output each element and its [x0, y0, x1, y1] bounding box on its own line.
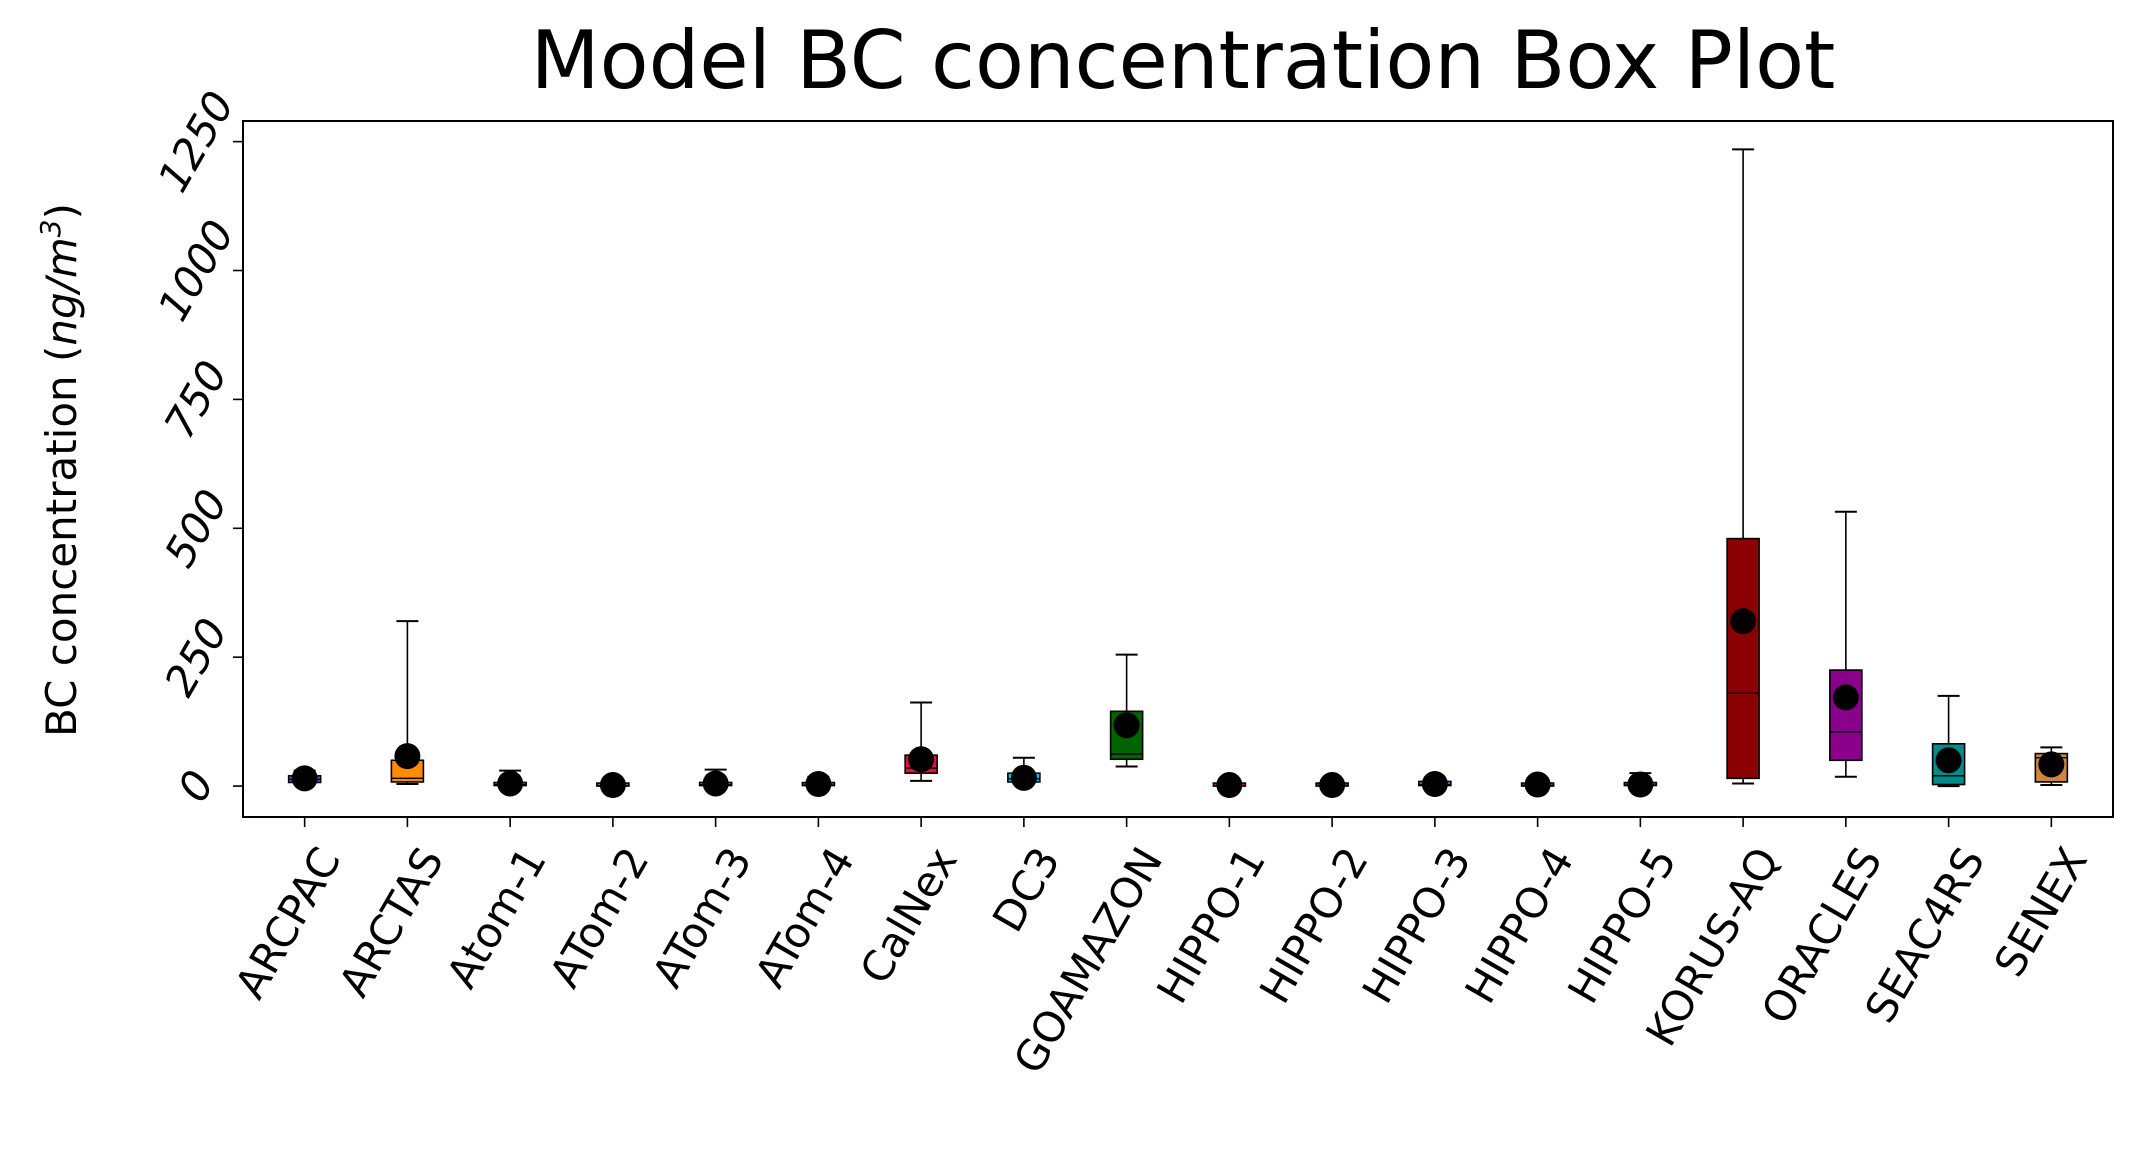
mean-marker	[394, 743, 421, 770]
mean-marker	[1730, 608, 1757, 635]
chart-title: Model BC concentration Box Plot	[531, 14, 1836, 107]
mean-marker	[497, 770, 524, 797]
mean-marker	[2038, 751, 2065, 778]
box-group-atom-4	[801, 771, 836, 798]
box-group-hippo-4	[1520, 771, 1555, 798]
y-axis-label-text: BC concentration (	[37, 346, 86, 737]
box-group-seac4rs	[1931, 694, 1966, 788]
mean-marker	[1421, 771, 1448, 798]
box-group-goamazon	[1109, 653, 1144, 768]
mean-marker	[908, 746, 935, 773]
mean-marker	[1832, 684, 1859, 711]
box-group-hippo-5	[1623, 771, 1658, 798]
mean-marker	[599, 772, 626, 799]
mean-marker	[1010, 764, 1037, 791]
plot-area	[287, 148, 2069, 799]
mean-marker	[291, 765, 318, 792]
box-group-atom-3	[698, 768, 733, 797]
box-group-oracles	[1829, 510, 1863, 778]
box-group-arctas	[390, 620, 425, 786]
mean-marker	[1216, 772, 1243, 799]
box	[1726, 537, 1760, 780]
mean-marker	[1113, 712, 1140, 739]
box-group-atom-2	[596, 772, 630, 799]
box-group-hippo-3	[1418, 771, 1452, 798]
box	[1829, 669, 1863, 762]
y-axis-label-unit: ng/m	[37, 237, 86, 345]
box-group-hippo-2	[1315, 772, 1349, 799]
box-group-atom-1	[493, 769, 527, 797]
mean-marker	[1319, 772, 1346, 799]
box-group-senex	[2034, 746, 2069, 787]
box-group-dc3	[1007, 756, 1041, 791]
mean-marker	[702, 770, 729, 797]
y-axis-label-unit-superscript: 3	[34, 219, 67, 237]
y-axis-label-close: )	[37, 203, 86, 219]
y-axis-label: BC concentration (ng/m3)	[34, 203, 86, 737]
box-group-korus-aq	[1726, 148, 1760, 785]
mean-marker	[805, 771, 832, 798]
mean-marker	[1524, 771, 1551, 798]
box-group-calnex	[904, 701, 938, 782]
box-group-arcpac	[287, 765, 322, 792]
mean-marker	[1935, 747, 1962, 774]
axes-frame	[242, 120, 2114, 818]
box-group-hippo-1	[1212, 772, 1247, 799]
mean-marker	[1627, 771, 1654, 798]
